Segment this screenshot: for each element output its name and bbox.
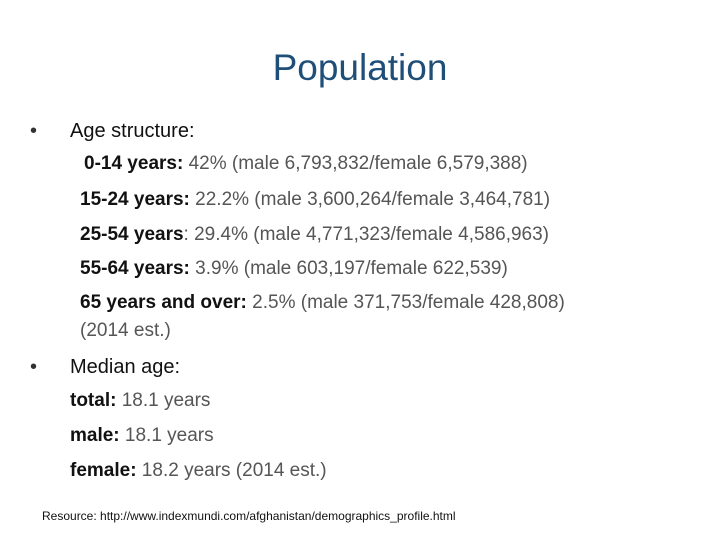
age-row-value: 3.9% (male 603,197/female 622,539)	[189, 258, 508, 279]
median-row-total: total: 18.1 years	[70, 388, 210, 414]
age-row-label: 55-64 years:	[80, 258, 190, 279]
age-row-value: 22.2% (male 3,600,264/female 3,464,781)	[189, 189, 551, 210]
age-row-value: 2.5% (male 371,753/female 428,808)	[246, 292, 565, 313]
age-row-65-over: 65 years and over: 2.5% (male 371,753/fe…	[80, 290, 565, 316]
median-age-heading: Median age:	[70, 356, 181, 378]
median-row-male: male: 18.1 years	[70, 423, 214, 449]
age-row-label: 0-14 years:	[84, 153, 184, 174]
median-row-label: female:	[70, 460, 137, 481]
median-row-female: female: 18.2 years (2014 est.)	[70, 458, 327, 484]
median-row-value: 18.1 years	[116, 390, 211, 411]
age-row-value: 42% (male 6,793,832/female 6,579,388)	[183, 153, 528, 174]
age-row-value: : 29.4% (male 4,771,323/female 4,586,963…	[183, 224, 550, 245]
median-row-label: total:	[70, 390, 117, 411]
median-row-value: 18.2 years (2014 est.)	[136, 460, 327, 481]
age-row-label: 15-24 years:	[80, 189, 190, 210]
median-row-label: male:	[70, 425, 120, 446]
age-structure-heading: Age structure:	[70, 120, 195, 142]
bullet-icon: •	[30, 356, 38, 378]
age-row-label: 65 years and over:	[80, 292, 247, 313]
resource-citation: Resource: http://www.indexmundi.com/afgh…	[42, 509, 456, 523]
age-row-label: 25-54 years	[80, 224, 184, 245]
age-row-15-24: 15-24 years: 22.2% (male 3,600,264/femal…	[80, 187, 550, 213]
median-row-value: 18.1 years	[119, 425, 214, 446]
slide-title: Population	[272, 47, 448, 88]
age-structure-note: (2014 est.)	[80, 320, 171, 341]
age-row-0-14: 0-14 years: 42% (male 6,793,832/female 6…	[84, 151, 528, 177]
age-row-55-64: 55-64 years: 3.9% (male 603,197/female 6…	[80, 256, 508, 282]
age-row-25-54: 25-54 years: 29.4% (male 4,771,323/femal…	[80, 222, 549, 248]
bullet-icon: •	[30, 120, 38, 142]
